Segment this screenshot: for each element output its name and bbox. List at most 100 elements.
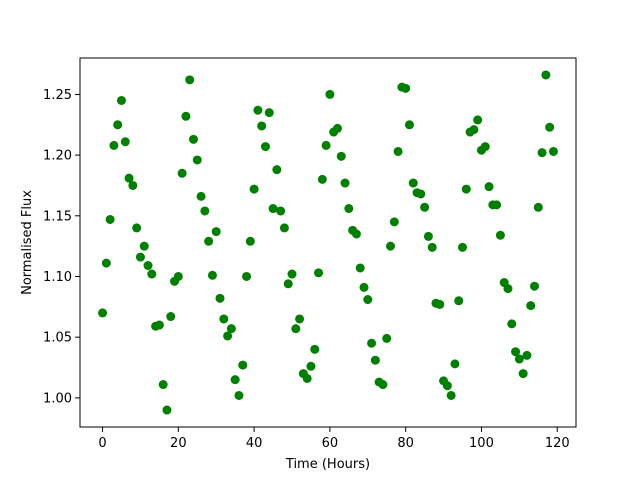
data-point	[272, 165, 282, 175]
data-point	[484, 182, 494, 192]
y-tick-label: 1.10	[43, 270, 72, 285]
data-point	[253, 105, 263, 115]
x-axis-label: Time (Hours)	[285, 457, 370, 472]
data-point	[480, 142, 490, 152]
data-point	[276, 206, 286, 216]
data-point	[295, 314, 305, 324]
data-point	[116, 95, 126, 105]
data-point	[166, 312, 176, 322]
data-point	[143, 261, 153, 271]
data-point	[260, 142, 270, 152]
y-tick-label: 1.00	[43, 391, 72, 406]
data-point	[223, 331, 233, 341]
data-point	[245, 236, 255, 246]
data-point	[264, 108, 274, 118]
data-point	[382, 333, 392, 343]
data-point	[120, 137, 130, 147]
data-point	[279, 223, 289, 233]
data-point	[469, 125, 479, 135]
x-tick-label: 20	[170, 436, 187, 451]
data-point	[389, 217, 399, 227]
y-tick-label: 1.15	[43, 209, 72, 224]
data-point	[234, 390, 244, 400]
data-point	[344, 204, 354, 214]
data-point	[128, 180, 138, 190]
data-point	[101, 258, 111, 268]
data-point	[423, 231, 433, 241]
data-point	[461, 184, 471, 194]
data-point	[158, 380, 168, 390]
data-point	[435, 299, 445, 309]
data-point	[173, 271, 183, 281]
data-point	[192, 155, 202, 165]
data-point	[363, 295, 373, 305]
data-point	[204, 236, 214, 246]
data-point	[351, 229, 361, 239]
data-point	[495, 230, 505, 240]
data-point	[238, 360, 248, 370]
data-point	[287, 269, 297, 279]
data-point	[393, 146, 403, 156]
data-point	[139, 241, 149, 251]
data-point	[548, 146, 558, 156]
data-point	[113, 120, 123, 130]
data-point	[135, 252, 145, 262]
data-point	[317, 174, 327, 184]
data-point	[332, 123, 342, 133]
data-point	[526, 301, 536, 311]
y-tick-label: 1.20	[43, 149, 72, 164]
data-point	[507, 319, 517, 329]
data-point	[177, 168, 187, 178]
data-point	[492, 200, 502, 210]
x-tick-label: 60	[322, 436, 339, 451]
data-point	[226, 324, 236, 334]
data-points	[98, 70, 558, 415]
data-point	[450, 359, 460, 369]
data-point	[446, 390, 456, 400]
y-tick-label: 1.25	[43, 88, 72, 103]
data-point	[188, 134, 198, 144]
data-point	[98, 308, 108, 318]
data-point	[283, 279, 293, 289]
data-point	[367, 338, 377, 348]
data-point	[207, 270, 217, 280]
data-point	[401, 83, 411, 93]
data-point	[154, 320, 164, 330]
data-point	[408, 178, 418, 188]
data-point	[181, 111, 191, 121]
data-point	[378, 380, 388, 390]
data-point	[386, 241, 396, 251]
data-point	[533, 202, 543, 212]
data-point	[147, 269, 157, 279]
data-point	[511, 347, 521, 357]
data-point	[211, 227, 221, 237]
data-point	[355, 263, 365, 273]
x-tick-label: 80	[397, 436, 414, 451]
data-point	[162, 405, 172, 415]
data-point	[541, 70, 551, 80]
data-point	[473, 115, 483, 125]
data-point	[109, 140, 119, 150]
data-point	[196, 191, 206, 201]
y-axis-label: Normalised Flux	[20, 190, 35, 295]
data-point	[185, 75, 195, 85]
x-tick-label: 120	[545, 436, 570, 451]
x-tick-label: 100	[469, 436, 494, 451]
data-point	[336, 151, 346, 161]
data-point	[404, 120, 414, 130]
data-point	[416, 189, 426, 199]
data-point	[306, 361, 316, 371]
data-point	[215, 293, 225, 303]
data-point	[518, 369, 528, 379]
data-point	[302, 373, 312, 383]
plot-frame	[79, 57, 577, 428]
data-point	[503, 284, 513, 294]
y-tick-label: 1.05	[43, 331, 72, 346]
data-point	[200, 206, 210, 216]
data-point	[242, 271, 252, 281]
data-point	[124, 173, 134, 183]
data-point	[537, 148, 547, 158]
data-point	[359, 282, 369, 292]
data-point	[370, 355, 380, 365]
